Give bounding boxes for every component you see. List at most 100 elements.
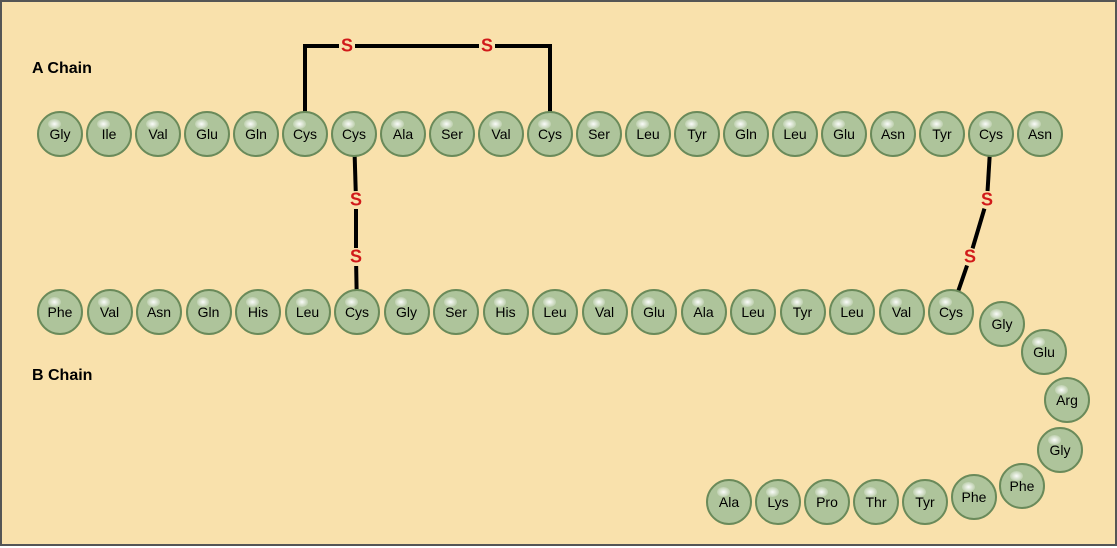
residue-label: His bbox=[248, 304, 268, 320]
residue-label: Gln bbox=[245, 126, 267, 142]
residue-label: Leu bbox=[543, 304, 566, 320]
residue-b-24: Phe bbox=[951, 474, 997, 520]
residue-label: Cys bbox=[939, 304, 963, 320]
residue-a-9: Val bbox=[478, 111, 524, 157]
residue-b-26: Thr bbox=[853, 479, 899, 525]
residue-a-16: Glu bbox=[821, 111, 867, 157]
residue-label: Thr bbox=[866, 494, 887, 510]
residue-b-7: Gly bbox=[384, 289, 430, 335]
residue-a-17: Asn bbox=[870, 111, 916, 157]
residue-label: Pro bbox=[816, 494, 838, 510]
residue-label: Leu bbox=[296, 304, 319, 320]
residue-b-11: Val bbox=[582, 289, 628, 335]
residue-label: Cys bbox=[979, 126, 1003, 142]
residue-label: Ser bbox=[588, 126, 610, 142]
residue-label: Ser bbox=[445, 304, 467, 320]
residue-b-0: Phe bbox=[37, 289, 83, 335]
residue-label: Ala bbox=[719, 494, 739, 510]
residue-b-19: Gly bbox=[979, 301, 1025, 347]
residue-label: Cys bbox=[538, 126, 562, 142]
residue-label: Gly bbox=[992, 316, 1013, 332]
residue-label: Asn bbox=[1028, 126, 1052, 142]
residue-b-3: Gln bbox=[186, 289, 232, 335]
residue-a-7: Ala bbox=[380, 111, 426, 157]
residue-label: Val bbox=[595, 304, 614, 320]
residue-b-15: Tyr bbox=[780, 289, 826, 335]
residue-label: Val bbox=[100, 304, 119, 320]
residue-label: Leu bbox=[636, 126, 659, 142]
bonds-layer bbox=[2, 2, 1117, 548]
residue-a-19: Cys bbox=[968, 111, 1014, 157]
residue-b-27: Pro bbox=[804, 479, 850, 525]
residue-b-23: Phe bbox=[999, 463, 1045, 509]
residue-label: Asn bbox=[147, 304, 171, 320]
residue-b-21: Arg bbox=[1044, 377, 1090, 423]
residue-b-5: Leu bbox=[285, 289, 331, 335]
residue-label: Val bbox=[148, 126, 167, 142]
residue-a-1: Ile bbox=[86, 111, 132, 157]
chain-a-label: A Chain bbox=[32, 60, 92, 78]
residue-label: Ile bbox=[102, 126, 117, 142]
residue-a-18: Tyr bbox=[919, 111, 965, 157]
residue-b-16: Leu bbox=[829, 289, 875, 335]
residue-b-28: Lys bbox=[755, 479, 801, 525]
residue-label: Ser bbox=[441, 126, 463, 142]
residue-label: Gln bbox=[198, 304, 220, 320]
residue-b-2: Asn bbox=[136, 289, 182, 335]
residue-a-5: Cys bbox=[282, 111, 328, 157]
residue-b-17: Val bbox=[879, 289, 925, 335]
residue-b-29: Ala bbox=[706, 479, 752, 525]
residue-label: Phe bbox=[962, 489, 987, 505]
residue-label: Arg bbox=[1056, 392, 1078, 408]
residue-b-8: Ser bbox=[433, 289, 479, 335]
diagram-frame: Gly Ile Val Glu Gln Cys Cys Ala Ser Val Cys Ser Leu T… bbox=[0, 0, 1117, 546]
residue-label: Leu bbox=[741, 304, 764, 320]
residue-label: Glu bbox=[196, 126, 218, 142]
residue-b-13: Ala bbox=[681, 289, 727, 335]
residue-label: Tyr bbox=[932, 126, 951, 142]
residue-b-20: Glu bbox=[1021, 329, 1067, 375]
disulfide-s-label: S bbox=[981, 190, 993, 211]
residue-b-4: His bbox=[235, 289, 281, 335]
residue-a-10: Cys bbox=[527, 111, 573, 157]
residue-label: Tyr bbox=[915, 494, 934, 510]
residue-b-25: Tyr bbox=[902, 479, 948, 525]
residue-label: Val bbox=[892, 304, 911, 320]
residue-label: Gln bbox=[735, 126, 757, 142]
residue-label: Tyr bbox=[793, 304, 812, 320]
residue-b-18: Cys bbox=[928, 289, 974, 335]
residue-a-15: Leu bbox=[772, 111, 818, 157]
residue-label: Ala bbox=[693, 304, 713, 320]
residue-label: Phe bbox=[48, 304, 73, 320]
chain-b-label: B Chain bbox=[32, 367, 92, 385]
residue-label: Tyr bbox=[687, 126, 706, 142]
residue-label: Leu bbox=[783, 126, 806, 142]
residue-b-14: Leu bbox=[730, 289, 776, 335]
disulfide-s-label: S bbox=[481, 36, 493, 57]
residue-label: Phe bbox=[1010, 478, 1035, 494]
residue-label: Cys bbox=[342, 126, 366, 142]
residue-b-1: Val bbox=[87, 289, 133, 335]
residue-a-8: Ser bbox=[429, 111, 475, 157]
residue-label: Glu bbox=[643, 304, 665, 320]
residue-a-3: Glu bbox=[184, 111, 230, 157]
residue-a-2: Val bbox=[135, 111, 181, 157]
residue-a-6: Cys bbox=[331, 111, 377, 157]
residue-label: Val bbox=[491, 126, 510, 142]
residue-a-11: Ser bbox=[576, 111, 622, 157]
residue-label: Ala bbox=[393, 126, 413, 142]
residue-a-12: Leu bbox=[625, 111, 671, 157]
residue-label: Asn bbox=[881, 126, 905, 142]
residue-b-10: Leu bbox=[532, 289, 578, 335]
residue-b-22: Gly bbox=[1037, 427, 1083, 473]
residue-label: Gly bbox=[396, 304, 417, 320]
residue-label: Gly bbox=[50, 126, 71, 142]
residue-a-13: Tyr bbox=[674, 111, 720, 157]
residue-b-12: Glu bbox=[631, 289, 677, 335]
disulfide-s-label: S bbox=[341, 36, 353, 57]
residue-label: Cys bbox=[345, 304, 369, 320]
residue-label: Gly bbox=[1050, 442, 1071, 458]
residue-label: Cys bbox=[293, 126, 317, 142]
residue-b-6: Cys bbox=[334, 289, 380, 335]
residue-label: Lys bbox=[767, 494, 788, 510]
